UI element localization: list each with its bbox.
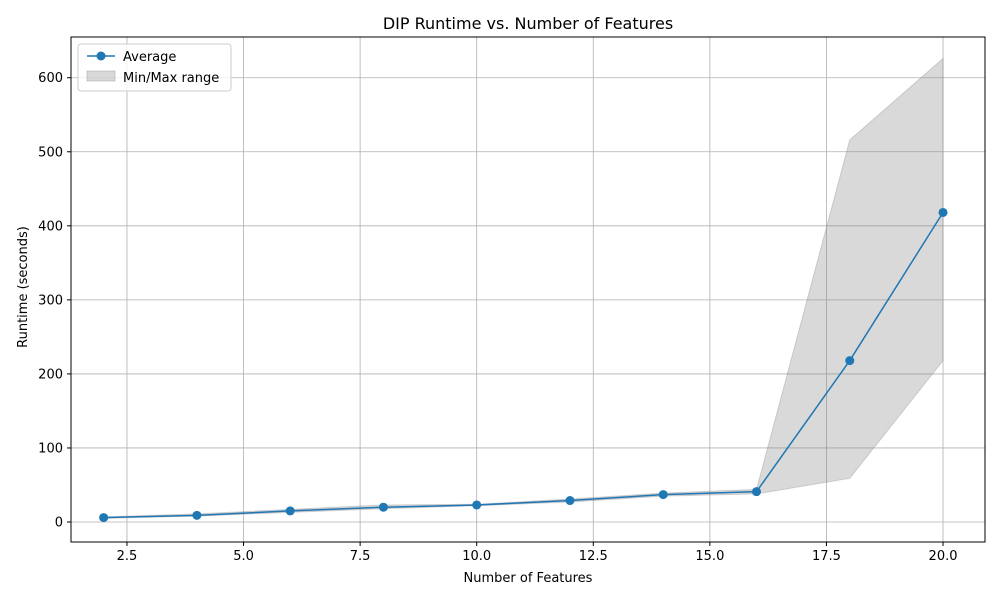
y-tick-label: 600 [38, 71, 63, 86]
average-point [99, 513, 109, 523]
legend: Average Min/Max range [77, 43, 232, 92]
legend-box [77, 43, 232, 92]
average-point [565, 496, 575, 506]
average-point [845, 356, 855, 366]
x-tick-label: 17.5 [812, 549, 841, 564]
y-axis: 0 100 200 300 400 500 600 [38, 71, 71, 531]
legend-range-label: Min/Max range [123, 71, 219, 86]
legend-average-label: Average [123, 50, 176, 65]
average-line-layer [99, 207, 948, 523]
average-point [752, 487, 761, 497]
average-point [378, 502, 388, 512]
x-tick-label: 10.0 [462, 549, 491, 564]
x-tick-label: 15.0 [695, 549, 724, 564]
y-tick-label: 300 [38, 293, 63, 308]
plot-frame [70, 36, 986, 543]
x-tick-label: 7.5 [350, 549, 371, 564]
x-axis-title: Number of Features [464, 571, 593, 586]
average-point [938, 207, 948, 217]
x-tick-label: 2.5 [117, 549, 138, 564]
y-tick-label: 400 [38, 219, 63, 234]
x-tick-label: 12.5 [579, 549, 608, 564]
y-tick-label: 500 [38, 145, 63, 160]
y-tick-label: 0 [55, 516, 63, 531]
x-tick-label: 5.0 [233, 549, 254, 564]
min-max-band-layer [103, 57, 944, 519]
y-axis-title: Runtime (seconds) [16, 226, 31, 348]
chart-title: DIP Runtime vs. Number of Features [383, 14, 673, 33]
average-point [472, 500, 482, 510]
x-tick-label: 20.0 [929, 549, 958, 564]
average-point [192, 510, 202, 520]
average-point [285, 506, 295, 516]
average-point [658, 490, 668, 500]
min-max-range-area [103, 57, 944, 519]
grid [71, 37, 985, 542]
legend-range-swatch [86, 70, 116, 82]
y-tick-label: 100 [38, 441, 63, 456]
y-tick-label: 200 [38, 367, 63, 382]
x-axis: 2.5 5.0 7.5 10.0 12.5 15.0 17.5 20.0 [117, 542, 958, 564]
average-line [103, 212, 944, 519]
legend-average-marker [96, 51, 106, 61]
